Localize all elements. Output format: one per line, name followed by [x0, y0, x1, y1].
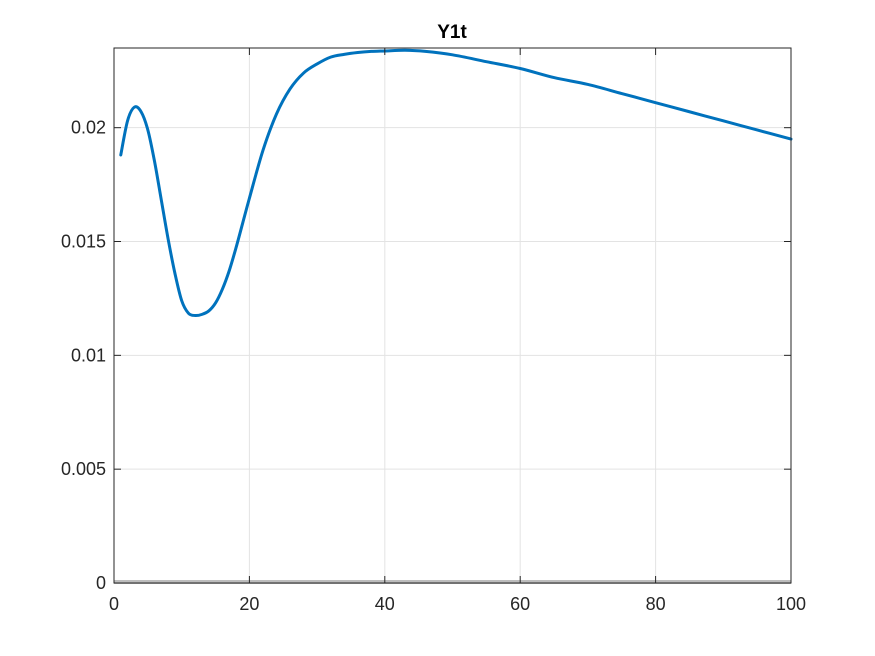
series-lines — [119, 48, 793, 318]
plot-area — [114, 48, 791, 583]
y-tick-label: 0.015 — [61, 232, 106, 252]
x-tick-label: 80 — [646, 594, 666, 614]
x-tick-label: 0 — [109, 594, 119, 614]
x-tick-label: 40 — [375, 594, 395, 614]
x-tick-labels: 0 20 40 60 80 100 — [109, 594, 806, 614]
y-tick-labels: 0 0.005 0.01 0.015 0.02 — [61, 118, 106, 593]
y-tick-label: 0.02 — [71, 118, 106, 138]
chart-title: Y1t — [437, 22, 467, 43]
tick-marks — [113, 48, 792, 584]
x-tick-label: 20 — [239, 594, 259, 614]
y-tick-label: 0.005 — [61, 459, 106, 479]
grid-lines — [113, 48, 792, 584]
y1t-series-line — [119, 48, 793, 318]
axes-box — [113, 47, 792, 584]
y-tick-label: 0.01 — [71, 345, 106, 365]
x-tick-label: 60 — [510, 594, 530, 614]
y-tick-label: 0 — [96, 573, 106, 593]
x-tick-label: 100 — [776, 594, 806, 614]
